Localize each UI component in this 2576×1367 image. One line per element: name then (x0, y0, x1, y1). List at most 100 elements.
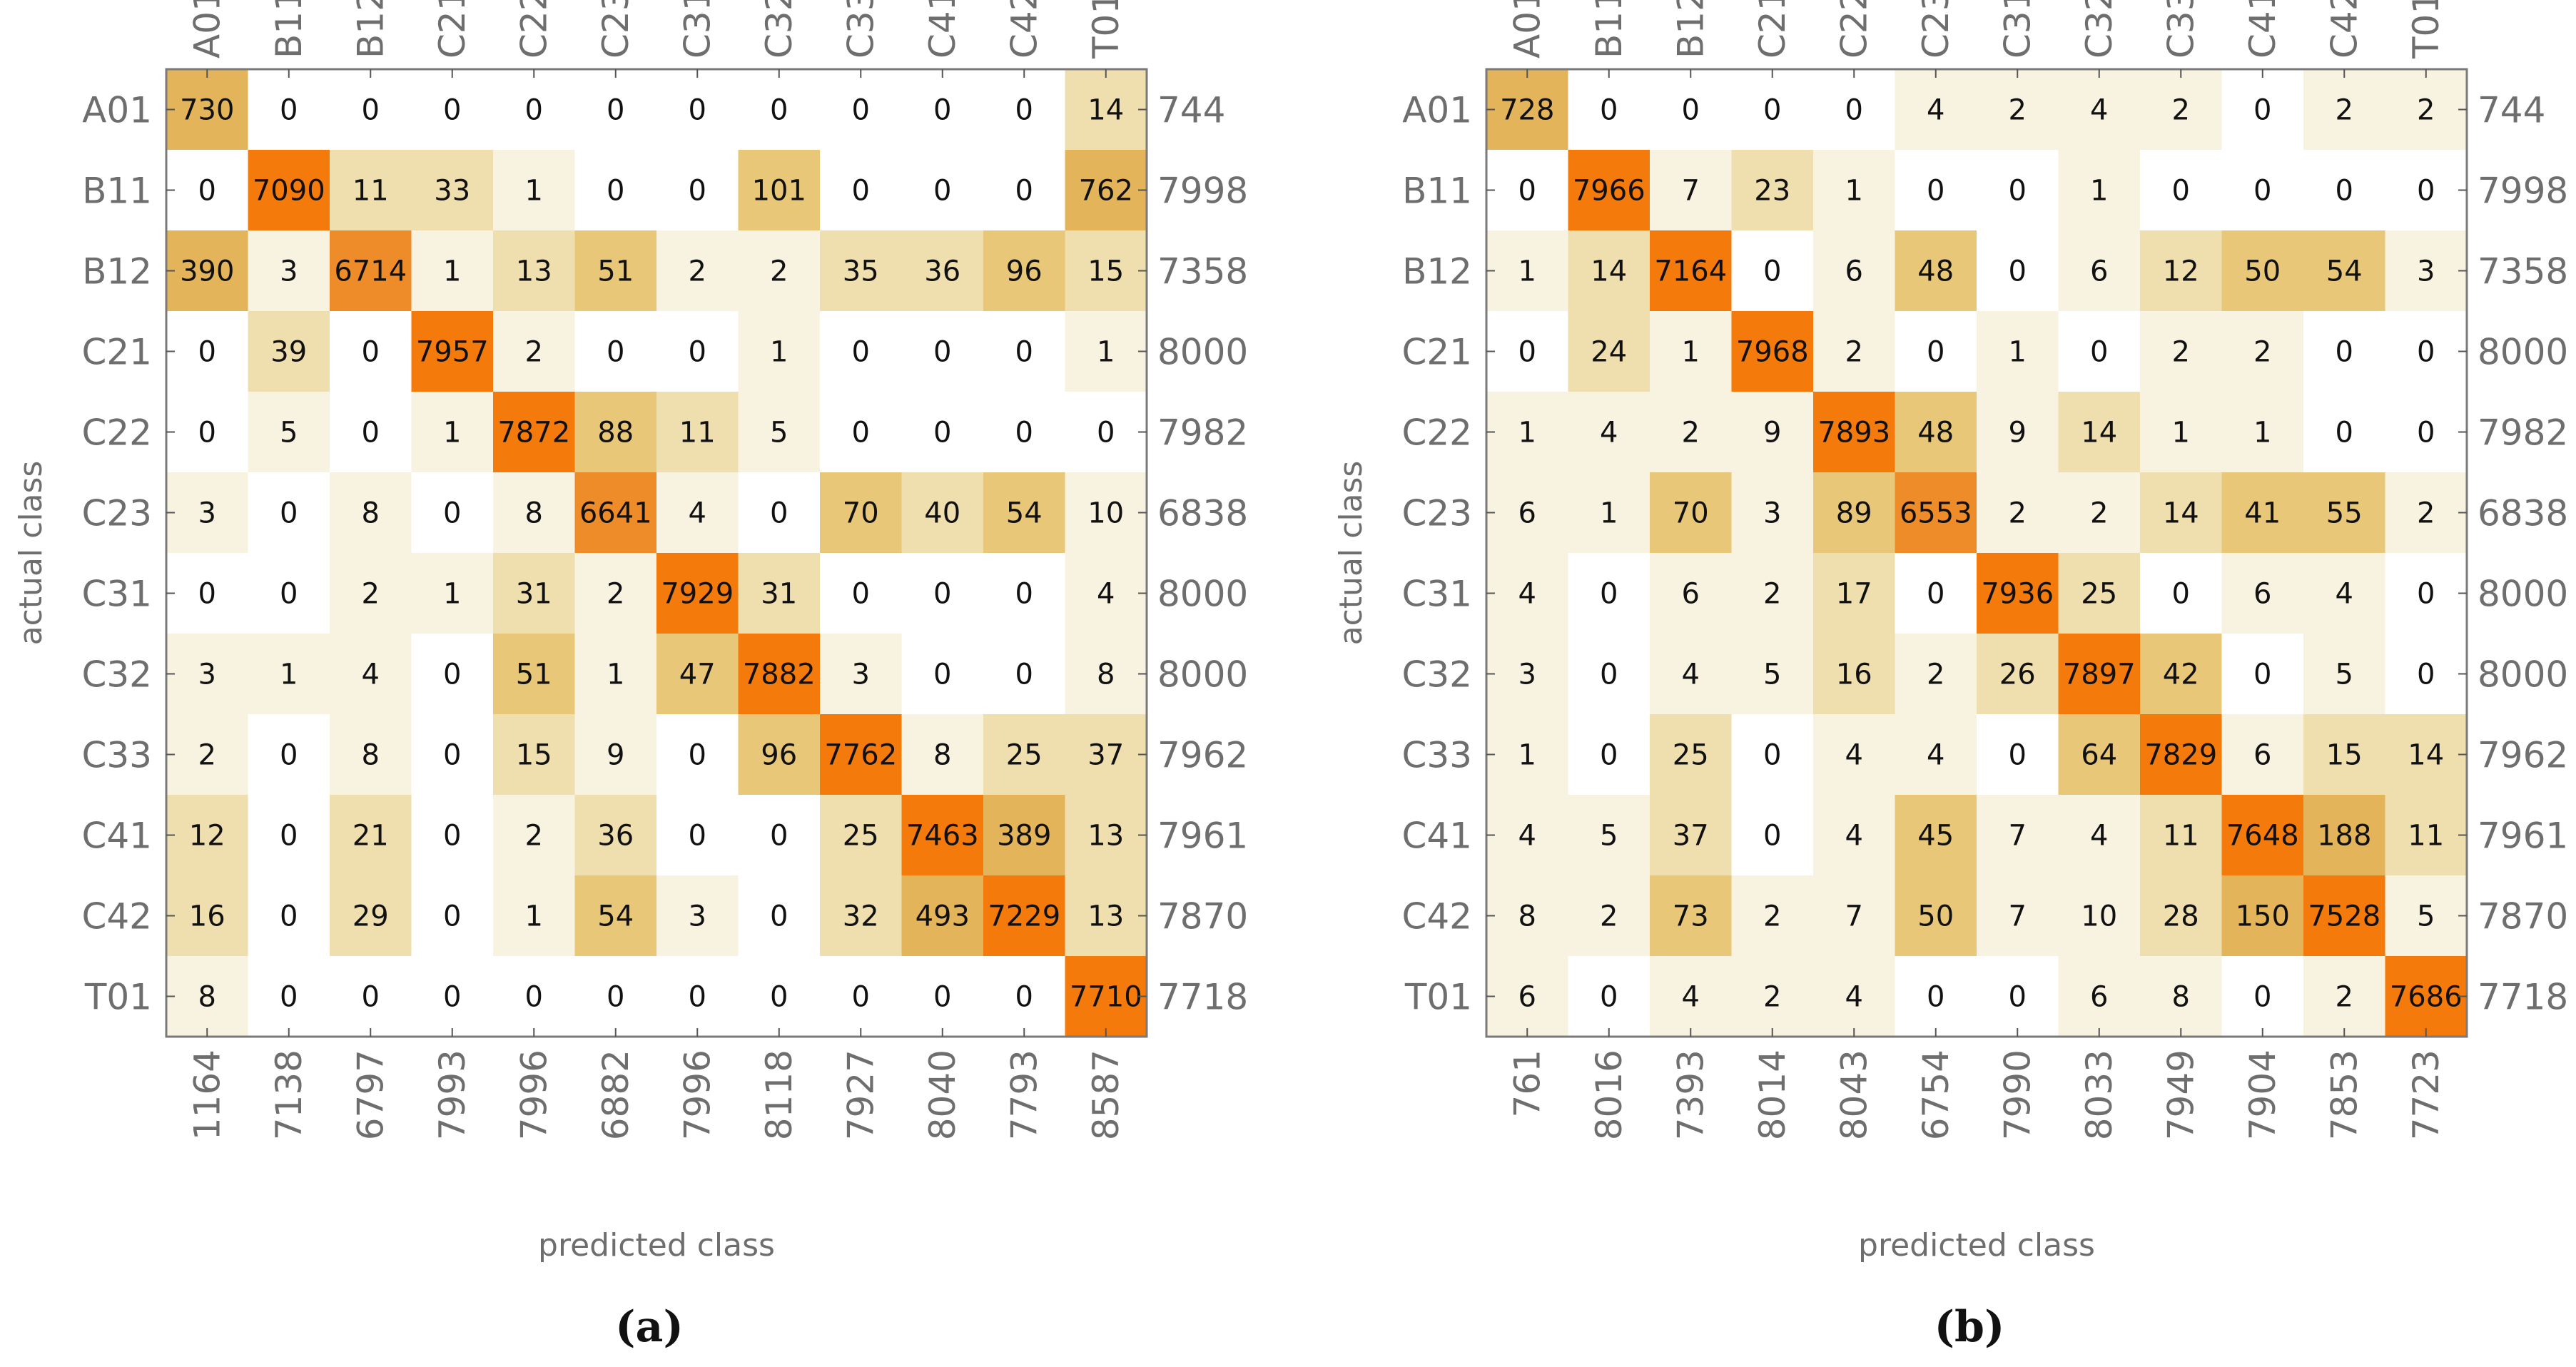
row-total: 7870 (1157, 896, 1248, 937)
cell-value: 0 (689, 94, 706, 127)
y-axis-title: actual class (1333, 461, 1369, 646)
y-class-label: T01 (1404, 977, 1472, 1018)
matrix-cell (1895, 472, 1977, 554)
matrix-cell (983, 714, 1066, 796)
matrix-cell (983, 553, 1066, 634)
matrix-cell (656, 553, 739, 634)
matrix-cell (1568, 311, 1650, 392)
x-class-label-top: C23 (595, 0, 637, 59)
cell-value: 0 (852, 94, 870, 127)
cell-value: 0 (280, 820, 298, 853)
cell-value: 6714 (334, 255, 407, 288)
cell-value: 0 (280, 981, 298, 1014)
matrix-cell (901, 69, 984, 151)
cell-value: 2 (1763, 900, 1781, 933)
cell-value: 0 (1927, 175, 1944, 208)
matrix-cell (983, 956, 1066, 1037)
matrix-cell (1486, 230, 1569, 312)
x-class-label-top: C31 (1997, 0, 2038, 59)
x-class-label-top: C21 (432, 0, 473, 59)
matrix-cell (493, 956, 576, 1037)
matrix-cell (2385, 553, 2468, 634)
cell-value: 2 (1927, 659, 1944, 691)
cell-value: 42 (2163, 659, 2199, 691)
matrix-cell (411, 392, 494, 473)
cell-value: 54 (597, 900, 634, 933)
cell-value: 16 (1836, 659, 1872, 691)
cell-value: 5 (2417, 900, 2435, 933)
cell-value: 7648 (2226, 820, 2299, 853)
matrix-cell (574, 150, 657, 231)
matrix-cell (1895, 311, 1977, 392)
matrix-cell (1977, 875, 2059, 957)
cell-value: 0 (525, 94, 543, 127)
cell-value: 7 (2009, 900, 2027, 933)
cell-value: 5 (770, 417, 788, 449)
matrix-cell (656, 69, 739, 151)
cell-value: 0 (2336, 336, 2353, 369)
matrix-cell (2385, 69, 2468, 151)
cell-value: 7882 (743, 659, 816, 691)
cell-value: 4 (1927, 739, 1944, 772)
column-total: 8040 (922, 1050, 963, 1140)
matrix-cell (2058, 714, 2141, 796)
matrix-cell (1065, 634, 1147, 715)
cell-value: 7 (1845, 900, 1863, 933)
row-total: 7962 (2478, 735, 2568, 776)
cell-value: 1 (1518, 739, 1536, 772)
cell-value: 0 (198, 336, 216, 369)
matrix-cell (2221, 634, 2304, 715)
cell-value: 0 (933, 94, 951, 127)
cell-value: 7936 (1981, 578, 2054, 611)
cell-value: 47 (679, 659, 716, 691)
cell-value: 0 (933, 578, 951, 611)
cell-value: 0 (2417, 336, 2435, 369)
matrix-cell (983, 795, 1066, 876)
cell-value: 728 (1500, 94, 1554, 127)
cell-value: 4 (1927, 94, 1944, 127)
cell-value: 2 (2336, 94, 2353, 127)
matrix-cell (493, 472, 576, 554)
matrix-cell (1568, 956, 1650, 1037)
matrix-cell (2303, 392, 2386, 473)
x-class-label-top: C33 (840, 0, 881, 59)
matrix-cell (2221, 956, 2304, 1037)
matrix-cell (2221, 392, 2304, 473)
cell-value: 0 (852, 175, 870, 208)
cell-value: 1 (1518, 255, 1536, 288)
matrix-cell (2058, 875, 2141, 957)
matrix-cell (248, 150, 330, 231)
matrix-cell (2058, 69, 2141, 151)
cell-value: 4 (1097, 578, 1115, 611)
matrix-cell (2221, 311, 2304, 392)
matrix-cell (738, 553, 821, 634)
cell-value: 7528 (2308, 900, 2380, 933)
matrix-cell (2303, 230, 2386, 312)
matrix-cell (738, 795, 821, 876)
matrix-cell (983, 875, 1066, 957)
cell-value: 0 (362, 336, 380, 369)
matrix-cell (248, 230, 330, 312)
cell-value: 0 (198, 578, 216, 611)
matrix-cell (1065, 553, 1147, 634)
cell-value: 45 (1917, 820, 1954, 853)
cell-value: 24 (1591, 336, 1627, 369)
matrix-cell (411, 553, 494, 634)
matrix-cell (493, 553, 576, 634)
x-class-label-top: C42 (1003, 0, 1045, 59)
cell-value: 0 (280, 739, 298, 772)
matrix-cell (1568, 875, 1650, 957)
cell-value: 17 (1836, 578, 1872, 611)
cell-value: 8 (1518, 900, 1536, 933)
cell-value: 0 (689, 336, 706, 369)
cell-value: 0 (1015, 659, 1033, 691)
matrix-cell (1731, 392, 1814, 473)
matrix-cell (1065, 150, 1147, 231)
row-total: 7358 (1157, 251, 1248, 293)
matrix-cell (1650, 634, 1733, 715)
column-total: 6797 (350, 1050, 391, 1140)
cell-value: 4 (1682, 659, 1700, 691)
matrix-cell (411, 69, 494, 151)
cell-value: 0 (2009, 739, 2027, 772)
cell-value: 4 (689, 497, 706, 530)
